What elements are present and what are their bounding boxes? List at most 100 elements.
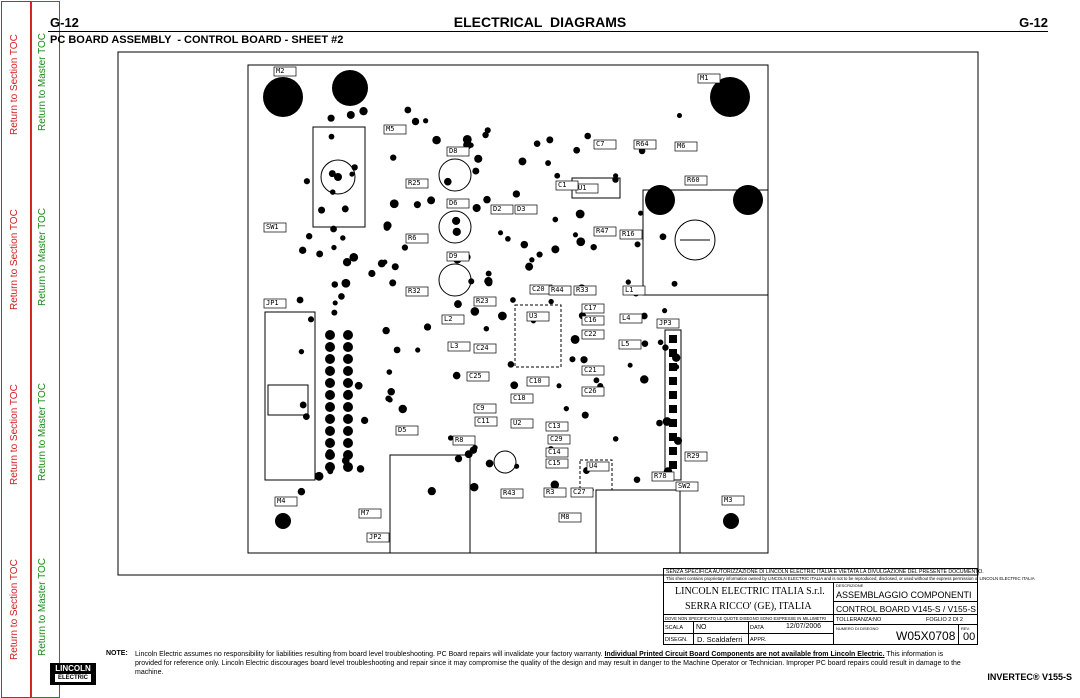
product-name: INVERTEC® V155-S [987, 672, 1072, 682]
component [263, 298, 287, 309]
trimmer [493, 450, 517, 474]
component [273, 66, 297, 77]
component-label: R8 [455, 436, 463, 444]
component-label: SW1 [266, 223, 279, 231]
pad [659, 233, 667, 241]
pad [296, 296, 304, 304]
component [545, 447, 569, 458]
mounting-hole [710, 77, 750, 117]
pad [302, 413, 310, 420]
pad [387, 387, 395, 396]
pad [401, 244, 409, 251]
component [446, 198, 470, 209]
component-label: R32 [408, 287, 421, 295]
pad [633, 476, 641, 483]
pad [325, 378, 335, 388]
component [593, 226, 617, 237]
pad [572, 232, 579, 238]
connector-jp2 [389, 454, 471, 554]
component-label: D2 [493, 205, 501, 213]
component-label: C16 [584, 316, 597, 324]
pad [343, 462, 353, 472]
pad [325, 450, 335, 460]
component [500, 488, 524, 499]
component [474, 416, 498, 427]
component-label: R29 [687, 452, 700, 460]
component [446, 146, 470, 157]
component [473, 343, 497, 354]
description: ASSEMBLAGGIO COMPONENTI [836, 590, 972, 600]
pad [554, 172, 561, 179]
connector-latch [267, 384, 309, 416]
tolerance: NO [873, 617, 882, 623]
pad [332, 300, 338, 306]
pad [454, 300, 462, 308]
description: CONTROL BOARD V145-S / V155-S [836, 604, 976, 614]
pad [625, 279, 631, 285]
component [684, 175, 708, 186]
pad [343, 354, 353, 364]
rule [663, 614, 978, 615]
pad [483, 195, 491, 204]
pad [383, 224, 391, 231]
connector-jp1 [264, 311, 316, 481]
label: DESCRIZIONE [836, 583, 864, 588]
rule [833, 601, 978, 602]
pad [575, 209, 585, 219]
component [581, 365, 605, 376]
pad [452, 216, 461, 225]
pad [386, 369, 393, 375]
notice: This sheet contains proprietary informat… [666, 576, 1035, 581]
component-label: C13 [548, 422, 561, 430]
note-text: This information is provided for referen… [135, 651, 961, 676]
pad [669, 377, 677, 385]
pad [343, 342, 353, 352]
label: TOLLERANZA: [836, 617, 874, 623]
section-title: PC BOARD ASSEMBLY - CONTROL BOARD - SHEE… [50, 34, 344, 46]
pad [316, 250, 324, 258]
company: LINCOLN ELECTRIC ITALIA S.r.l. [675, 586, 825, 597]
component [697, 73, 721, 84]
pad [556, 383, 562, 389]
component [452, 435, 476, 446]
switch-body [312, 126, 366, 228]
component [405, 233, 429, 244]
component [441, 314, 465, 325]
note-text: Lincoln Electric assumes no responsibili… [135, 651, 605, 658]
component [674, 141, 698, 152]
pad [356, 465, 365, 473]
pad [676, 112, 683, 119]
switch-center [334, 173, 342, 181]
pad [343, 390, 353, 400]
pad [569, 356, 576, 363]
component-label: R44 [551, 286, 564, 294]
pad [343, 438, 353, 448]
component [545, 458, 569, 469]
pad [325, 354, 335, 364]
pad [545, 160, 552, 166]
component-label: R23 [476, 297, 489, 305]
pad [325, 342, 335, 352]
pad [328, 133, 335, 140]
component-label: D3 [517, 205, 525, 213]
pad [550, 480, 560, 489]
component-label: C27 [573, 488, 586, 496]
pad [360, 416, 369, 425]
pad [533, 140, 541, 147]
pad [669, 461, 677, 469]
pad [510, 297, 516, 303]
component-label: R16 [622, 230, 635, 238]
pad [349, 171, 355, 177]
pad [444, 177, 452, 186]
pad [413, 201, 421, 209]
component-label: M4 [277, 497, 285, 505]
component [510, 393, 534, 404]
component-label: R64 [636, 140, 649, 148]
component [514, 204, 538, 215]
pad [474, 154, 483, 163]
component-label: C11 [477, 417, 490, 425]
pad [318, 206, 326, 214]
pad [454, 455, 463, 463]
component [447, 341, 471, 352]
pad [325, 414, 335, 424]
